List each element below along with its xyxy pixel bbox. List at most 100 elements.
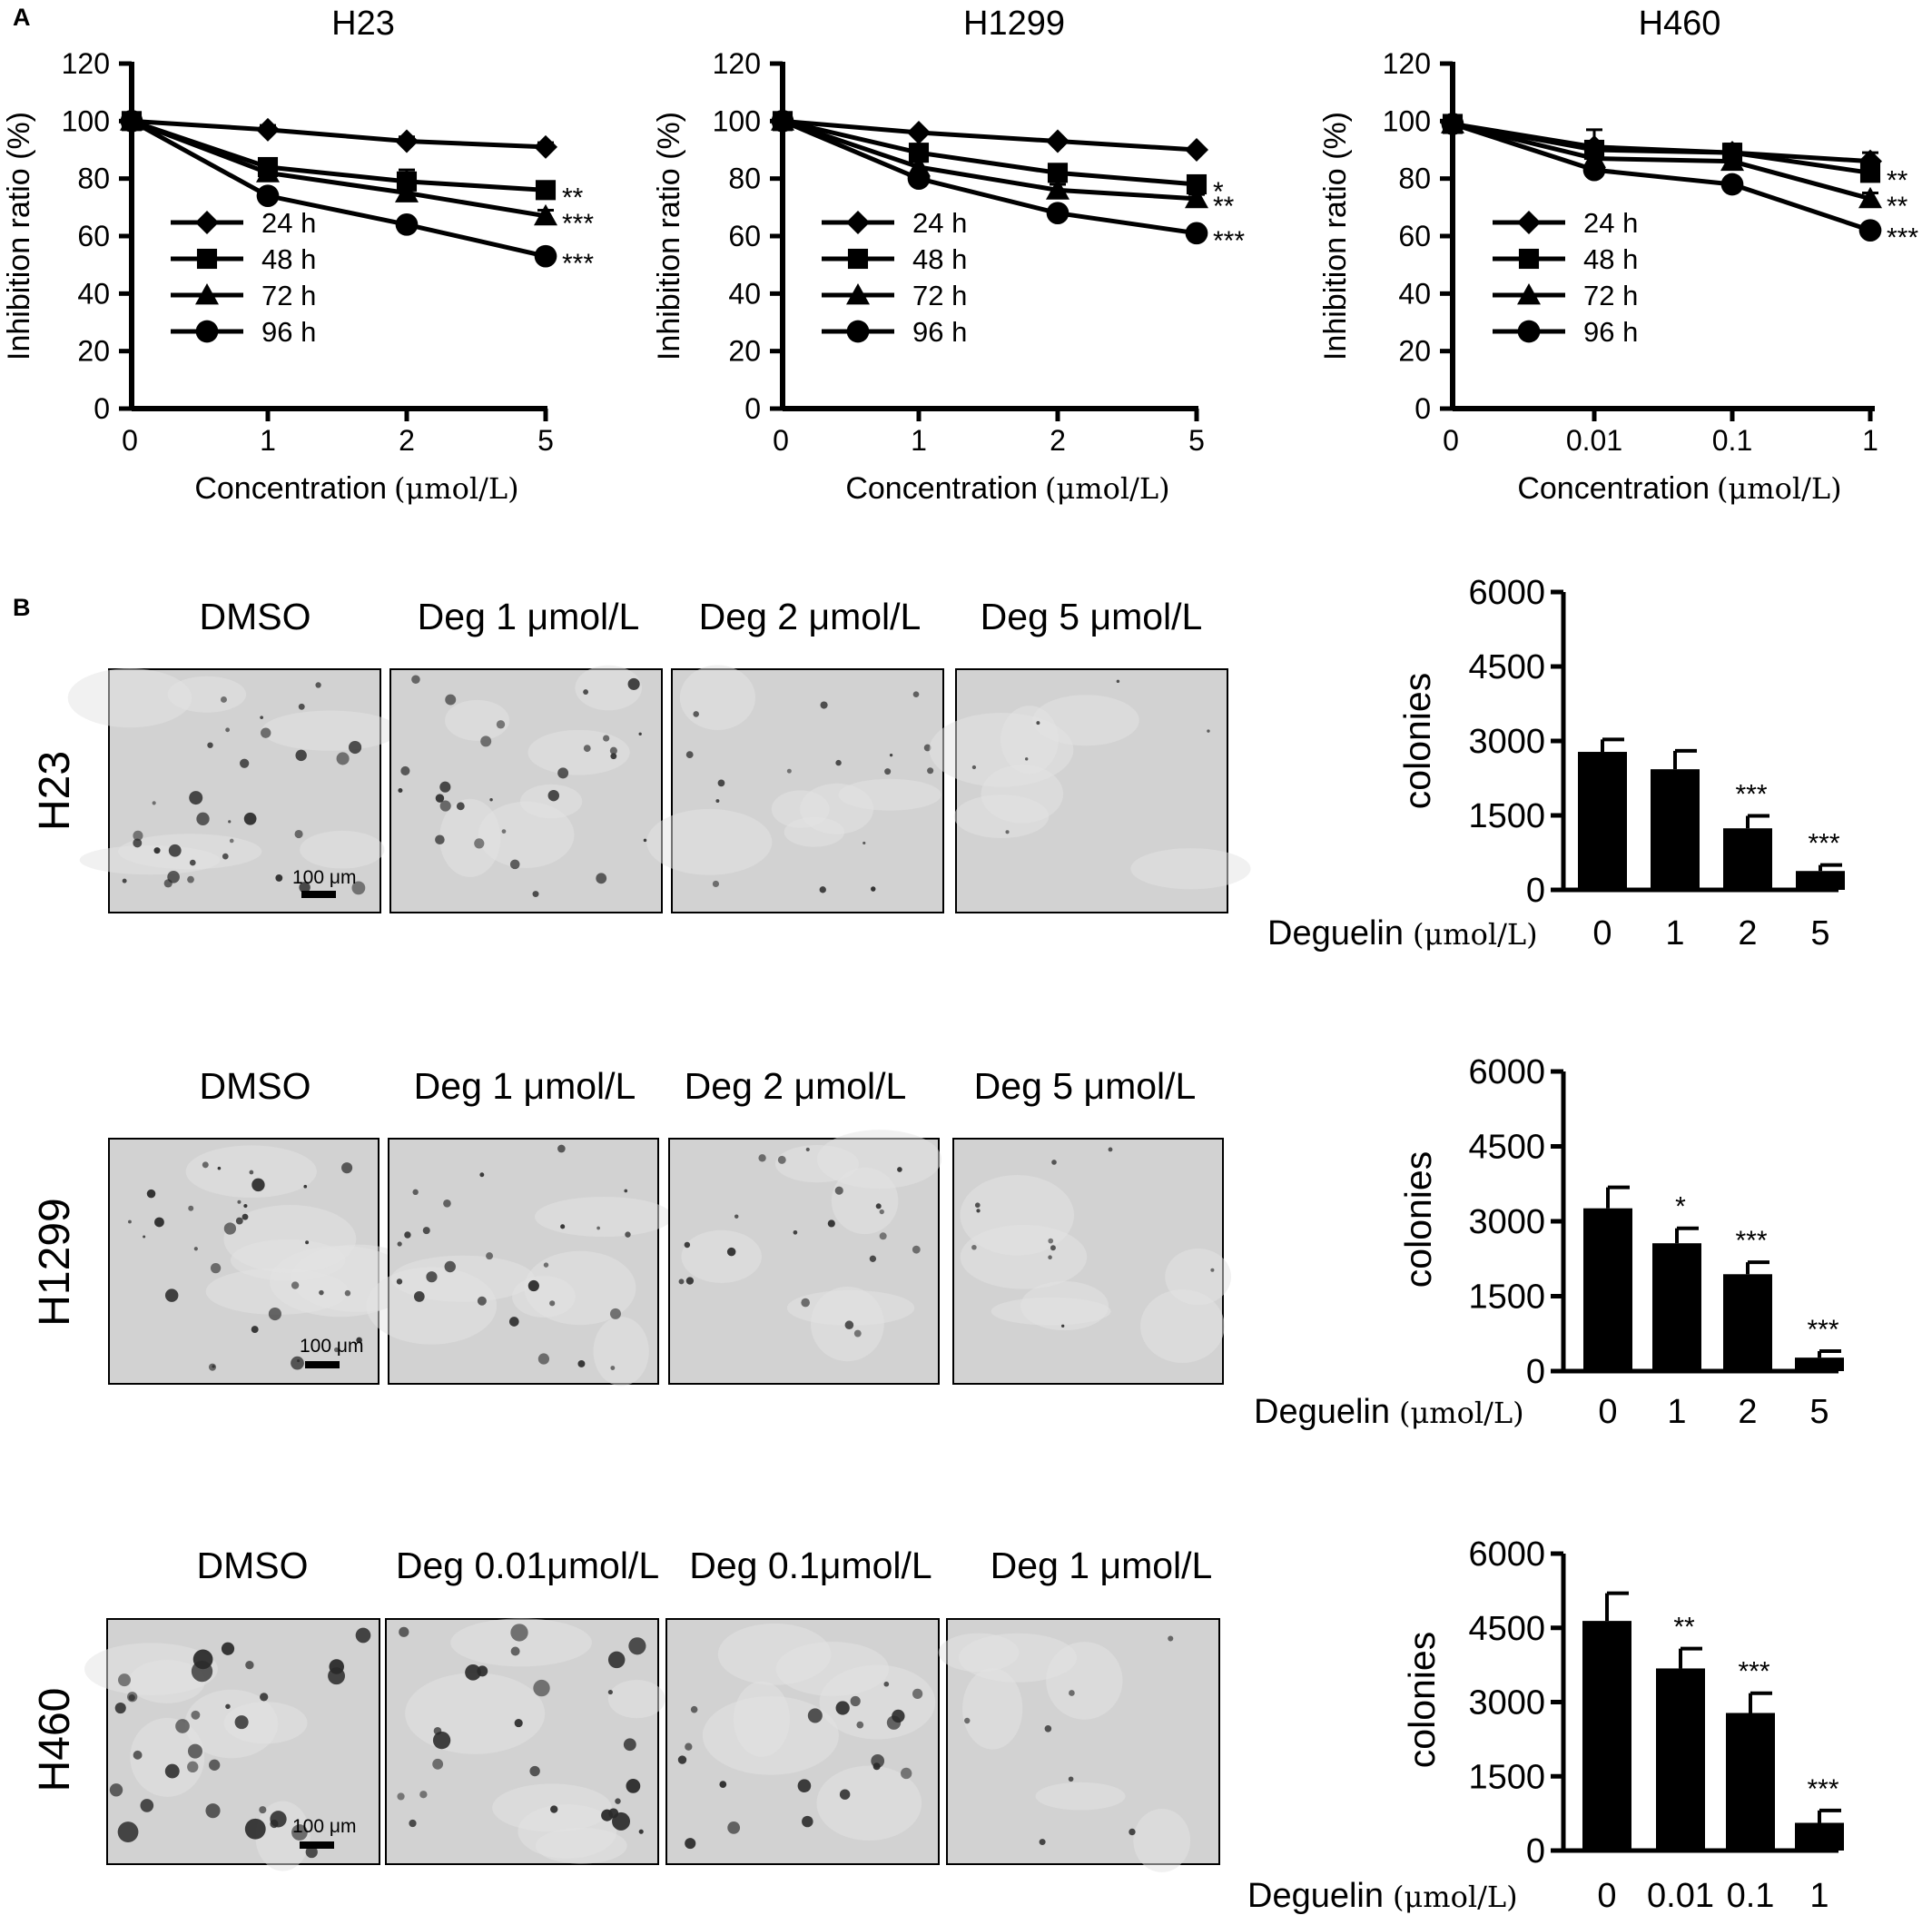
texture-patch <box>575 665 643 711</box>
texture-patch <box>84 1643 218 1696</box>
bar <box>1726 1713 1775 1851</box>
y-tick-label: 1500 <box>1468 1758 1545 1796</box>
colony <box>217 1166 222 1170</box>
y-tick-label: 3000 <box>1468 1203 1545 1241</box>
texture-patch <box>205 1268 350 1315</box>
colony <box>294 829 303 839</box>
legend-marker <box>1517 283 1541 305</box>
colony <box>514 1719 523 1728</box>
colony <box>627 677 640 690</box>
colony <box>900 1767 912 1780</box>
colony <box>235 1217 243 1225</box>
data-point <box>1185 186 1208 209</box>
panel-label-b: B <box>13 594 31 621</box>
colony <box>603 735 610 742</box>
legend-label: 72 h <box>1583 280 1638 311</box>
scale-bar-label: 100 μm <box>292 1816 356 1837</box>
data-point <box>1185 222 1208 245</box>
y-axis-label: Inhibition ratio (%) <box>2 112 36 360</box>
colony <box>146 1189 156 1199</box>
micrograph-image <box>108 1138 424 1385</box>
data-point <box>1441 113 1464 135</box>
y-axis-label: colonies <box>1396 673 1438 809</box>
legend-marker <box>1517 211 1541 234</box>
significance-label: *** <box>1213 226 1245 256</box>
colony <box>305 1240 310 1245</box>
colony <box>208 1363 217 1371</box>
colony <box>897 1167 902 1172</box>
colony <box>872 1762 881 1771</box>
texture-patch <box>524 1250 636 1326</box>
colony <box>118 1673 132 1687</box>
y-tick-label: 4500 <box>1468 1610 1545 1648</box>
colony <box>1050 1245 1056 1251</box>
y-tick-label: 40 <box>77 277 110 310</box>
texture-patch <box>646 808 773 875</box>
colony <box>221 1642 235 1655</box>
colony <box>334 1347 340 1353</box>
colony <box>971 765 977 770</box>
bar <box>1652 1243 1701 1371</box>
legend-marker <box>195 211 219 234</box>
colony <box>879 1209 884 1215</box>
colony <box>210 1262 222 1274</box>
y-tick-label: 0 <box>1414 392 1431 425</box>
series-line <box>1452 122 1871 175</box>
colony <box>577 1359 586 1367</box>
colony <box>549 1300 556 1307</box>
y-tick-label: 3000 <box>1468 1684 1545 1723</box>
texture-patch <box>1032 695 1139 746</box>
x-axis-label-unit: (μmol/L) <box>1413 917 1538 952</box>
colony <box>624 1189 628 1193</box>
row-label: H460 <box>31 1688 79 1792</box>
texture-patch <box>527 729 630 775</box>
colony <box>259 1806 267 1814</box>
colony <box>109 1783 123 1797</box>
colony <box>685 751 694 759</box>
y-tick-label: 20 <box>77 335 110 368</box>
colony <box>839 1789 851 1800</box>
colony <box>1069 1690 1075 1696</box>
texture-patch <box>816 1130 942 1190</box>
colony <box>295 749 307 762</box>
colony <box>1108 1147 1113 1152</box>
y-tick-label: 40 <box>1398 277 1431 310</box>
colony <box>712 880 719 888</box>
significance-label: *** <box>1807 1774 1838 1804</box>
x-tick-label: 2 <box>1050 424 1066 457</box>
data-point <box>1046 202 1070 225</box>
x-axis-label: Deguelin (μmol/L) <box>1267 914 1538 953</box>
data-point <box>1185 138 1208 162</box>
x-tick-label: 1 <box>1665 914 1684 953</box>
colony <box>251 1178 265 1192</box>
y-tick-label: 100 <box>713 104 761 137</box>
colony <box>398 788 403 794</box>
colony <box>153 847 161 854</box>
x-tick-label: 0.1 <box>1727 1877 1775 1915</box>
series-line <box>782 118 1198 153</box>
data-point <box>120 109 143 133</box>
colony <box>777 1155 786 1164</box>
y-tick-label: 0 <box>1526 1832 1545 1871</box>
colony <box>435 834 445 845</box>
colony <box>533 1679 550 1697</box>
colony <box>638 1829 644 1834</box>
data-point <box>256 117 280 142</box>
colony <box>1116 679 1120 684</box>
data-point <box>907 167 931 191</box>
colony <box>291 1281 300 1289</box>
legend-label: 72 h <box>261 280 316 311</box>
micrograph-image <box>952 1138 1232 1385</box>
scale-bar <box>300 1841 334 1849</box>
colony <box>615 1798 621 1804</box>
colony <box>270 1819 279 1829</box>
x-axis-label-unit: (μmol/L) <box>1717 471 1842 506</box>
colony <box>871 886 876 892</box>
texture-patch <box>450 1618 593 1667</box>
colony <box>122 878 127 884</box>
y-tick-label: 60 <box>728 220 761 252</box>
legend-label: 96 h <box>261 316 316 348</box>
significance-label: ** <box>1213 192 1235 222</box>
colony <box>249 1170 254 1175</box>
x-tick-label: 0.1 <box>1712 424 1752 457</box>
